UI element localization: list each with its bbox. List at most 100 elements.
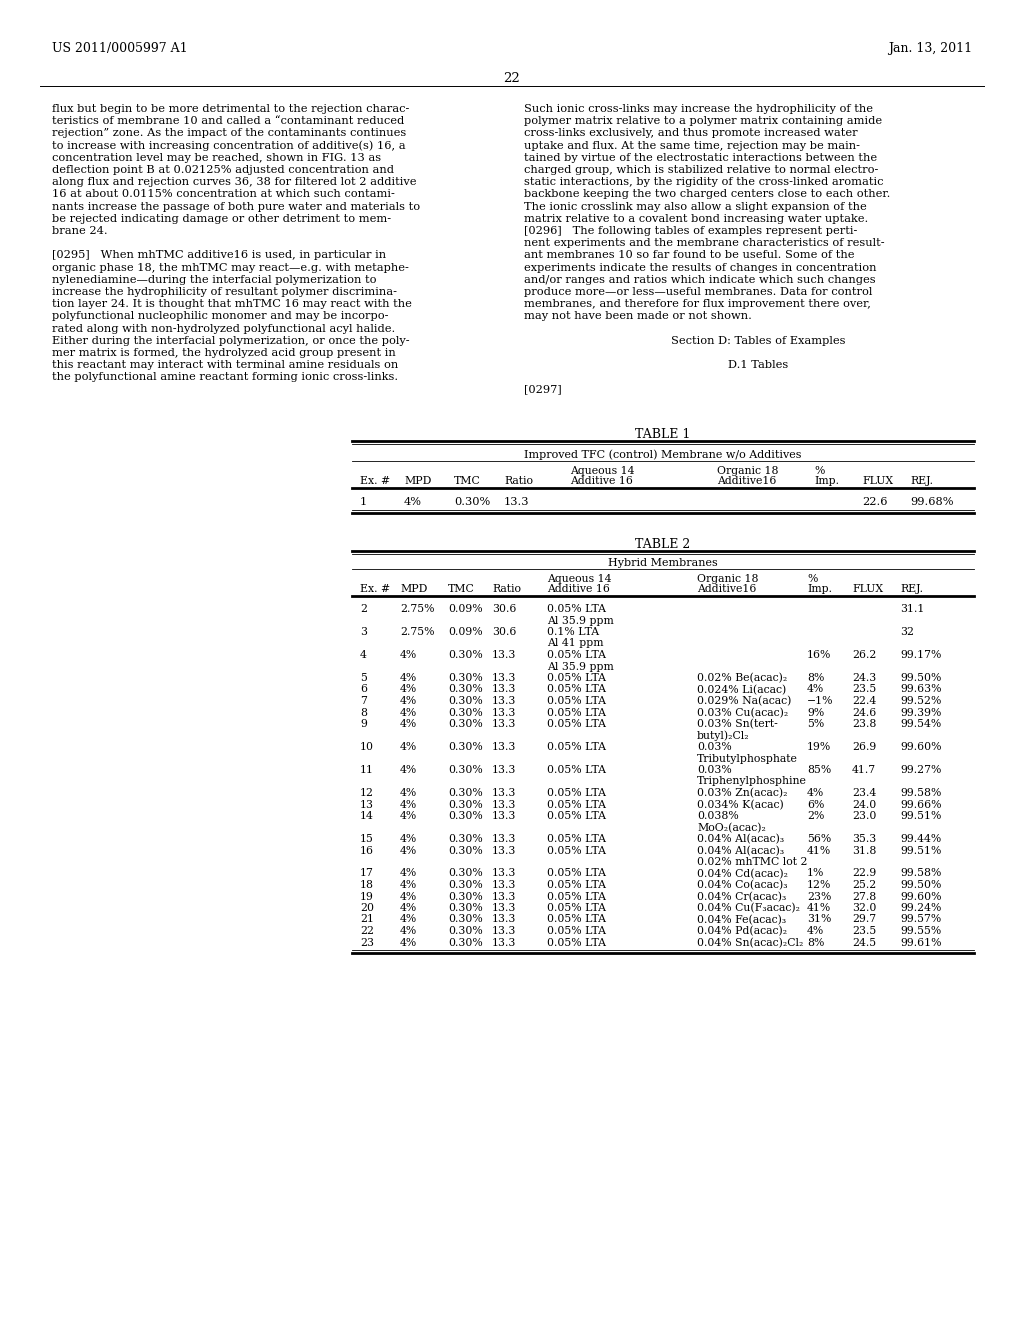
Text: Either during the interfacial polymerization, or once the poly-: Either during the interfacial polymeriza… bbox=[52, 335, 410, 346]
Text: 4%: 4% bbox=[400, 719, 417, 729]
Text: 4%: 4% bbox=[404, 498, 422, 507]
Text: 24.6: 24.6 bbox=[852, 708, 877, 718]
Text: 5: 5 bbox=[360, 673, 367, 682]
Text: 8%: 8% bbox=[807, 673, 824, 682]
Text: 0.05% LTA: 0.05% LTA bbox=[547, 766, 606, 775]
Text: matrix relative to a covalent bond increasing water uptake.: matrix relative to a covalent bond incre… bbox=[524, 214, 868, 224]
Text: 0.30%: 0.30% bbox=[449, 685, 482, 694]
Text: 35.3: 35.3 bbox=[852, 834, 877, 843]
Text: 99.60%: 99.60% bbox=[900, 891, 941, 902]
Text: 0.029% Na(acac): 0.029% Na(acac) bbox=[697, 696, 792, 706]
Text: and/or ranges and ratios which indicate which such changes: and/or ranges and ratios which indicate … bbox=[524, 275, 876, 285]
Text: 99.63%: 99.63% bbox=[900, 685, 941, 694]
Text: 13.3: 13.3 bbox=[492, 742, 516, 752]
Text: 13.3: 13.3 bbox=[492, 673, 516, 682]
Text: Imp.: Imp. bbox=[807, 583, 831, 594]
Text: 29.7: 29.7 bbox=[852, 915, 877, 924]
Text: 41.7: 41.7 bbox=[852, 766, 877, 775]
Text: 4%: 4% bbox=[400, 708, 417, 718]
Text: 26.2: 26.2 bbox=[852, 649, 877, 660]
Text: Al 35.9 ppm: Al 35.9 ppm bbox=[547, 615, 613, 626]
Text: [0295]   When mhTMC additive16 is used, in particular in: [0295] When mhTMC additive16 is used, in… bbox=[52, 251, 386, 260]
Text: 0.30%: 0.30% bbox=[454, 498, 490, 507]
Text: 99.58%: 99.58% bbox=[900, 869, 941, 879]
Text: concentration level may be reached, shown in FIG. 13 as: concentration level may be reached, show… bbox=[52, 153, 381, 162]
Text: 13.3: 13.3 bbox=[492, 696, 516, 706]
Text: Additive 16: Additive 16 bbox=[547, 583, 610, 594]
Text: nants increase the passage of both pure water and materials to: nants increase the passage of both pure … bbox=[52, 202, 420, 211]
Text: 0.04% Cu(F₃acac)₂: 0.04% Cu(F₃acac)₂ bbox=[697, 903, 800, 913]
Text: 0.05% LTA: 0.05% LTA bbox=[547, 810, 606, 821]
Text: 0.05% LTA: 0.05% LTA bbox=[547, 696, 606, 706]
Text: 85%: 85% bbox=[807, 766, 831, 775]
Text: 0.30%: 0.30% bbox=[449, 719, 482, 729]
Text: 0.09%: 0.09% bbox=[449, 627, 482, 638]
Text: MPD: MPD bbox=[404, 477, 431, 486]
Text: 23: 23 bbox=[360, 937, 374, 948]
Text: 41%: 41% bbox=[807, 846, 831, 855]
Text: REJ.: REJ. bbox=[900, 583, 923, 594]
Text: 99.57%: 99.57% bbox=[900, 915, 941, 924]
Text: 24.5: 24.5 bbox=[852, 937, 877, 948]
Text: Ex. #: Ex. # bbox=[360, 477, 390, 486]
Text: 4%: 4% bbox=[400, 800, 417, 809]
Text: 99.50%: 99.50% bbox=[900, 880, 941, 890]
Text: 12%: 12% bbox=[807, 880, 831, 890]
Text: %: % bbox=[814, 466, 824, 477]
Text: 4%: 4% bbox=[400, 788, 417, 799]
Text: 0.30%: 0.30% bbox=[449, 891, 482, 902]
Text: 13.3: 13.3 bbox=[492, 915, 516, 924]
Text: 13.3: 13.3 bbox=[492, 788, 516, 799]
Text: 99.24%: 99.24% bbox=[900, 903, 941, 913]
Text: 23.5: 23.5 bbox=[852, 927, 877, 936]
Text: 17: 17 bbox=[360, 869, 374, 879]
Text: 4%: 4% bbox=[807, 788, 824, 799]
Text: 0.05% LTA: 0.05% LTA bbox=[547, 719, 606, 729]
Text: Aqueous 14: Aqueous 14 bbox=[570, 466, 635, 477]
Text: 99.44%: 99.44% bbox=[900, 834, 941, 843]
Text: deflection point B at 0.02125% adjusted concentration and: deflection point B at 0.02125% adjusted … bbox=[52, 165, 394, 176]
Text: 0.30%: 0.30% bbox=[449, 903, 482, 913]
Text: Organic 18: Organic 18 bbox=[697, 574, 759, 583]
Text: 0.03%: 0.03% bbox=[697, 766, 732, 775]
Text: 13.3: 13.3 bbox=[492, 766, 516, 775]
Text: Such ionic cross-links may increase the hydrophilicity of the: Such ionic cross-links may increase the … bbox=[524, 104, 873, 114]
Text: 0.04% Co(acac)₃: 0.04% Co(acac)₃ bbox=[697, 880, 787, 890]
Text: TMC: TMC bbox=[449, 583, 475, 594]
Text: teristics of membrane 10 and called a “contaminant reduced: teristics of membrane 10 and called a “c… bbox=[52, 116, 404, 127]
Text: Improved TFC (control) Membrane w/o Additives: Improved TFC (control) Membrane w/o Addi… bbox=[524, 449, 802, 459]
Text: 22: 22 bbox=[504, 73, 520, 84]
Text: MPD: MPD bbox=[400, 583, 427, 594]
Text: the polyfunctional amine reactant forming ionic cross-links.: the polyfunctional amine reactant formin… bbox=[52, 372, 398, 383]
Text: −1%: −1% bbox=[807, 696, 834, 706]
Text: 13.3: 13.3 bbox=[504, 498, 529, 507]
Text: 0.05% LTA: 0.05% LTA bbox=[547, 742, 606, 752]
Text: this reactant may interact with terminal amine residuals on: this reactant may interact with terminal… bbox=[52, 360, 398, 370]
Text: polymer matrix relative to a polymer matrix containing amide: polymer matrix relative to a polymer mat… bbox=[524, 116, 882, 127]
Text: polyfunctional nucleophilic monomer and may be incorpo-: polyfunctional nucleophilic monomer and … bbox=[52, 312, 388, 321]
Text: 13.3: 13.3 bbox=[492, 869, 516, 879]
Text: 18: 18 bbox=[360, 880, 374, 890]
Text: 0.04% Al(acac)₃: 0.04% Al(acac)₃ bbox=[697, 846, 784, 855]
Text: Triphenylphosphine: Triphenylphosphine bbox=[697, 776, 807, 787]
Text: 0.05% LTA: 0.05% LTA bbox=[547, 708, 606, 718]
Text: 13.3: 13.3 bbox=[492, 880, 516, 890]
Text: 0.05% LTA: 0.05% LTA bbox=[547, 649, 606, 660]
Text: 19%: 19% bbox=[807, 742, 831, 752]
Text: 0.1% LTA: 0.1% LTA bbox=[547, 627, 599, 638]
Text: 13.3: 13.3 bbox=[492, 927, 516, 936]
Text: 13.3: 13.3 bbox=[492, 685, 516, 694]
Text: 0.02% mhTMC lot 2: 0.02% mhTMC lot 2 bbox=[697, 857, 808, 867]
Text: 0.05% LTA: 0.05% LTA bbox=[547, 891, 606, 902]
Text: 0.03% Cu(acac)₂: 0.03% Cu(acac)₂ bbox=[697, 708, 788, 718]
Text: 0.02% Be(acac)₂: 0.02% Be(acac)₂ bbox=[697, 673, 787, 684]
Text: 0.30%: 0.30% bbox=[449, 649, 482, 660]
Text: 27.8: 27.8 bbox=[852, 891, 877, 902]
Text: 0.30%: 0.30% bbox=[449, 915, 482, 924]
Text: 6%: 6% bbox=[807, 800, 824, 809]
Text: 99.27%: 99.27% bbox=[900, 766, 941, 775]
Text: 22.6: 22.6 bbox=[862, 498, 888, 507]
Text: 99.55%: 99.55% bbox=[900, 927, 941, 936]
Text: 0.05% LTA: 0.05% LTA bbox=[547, 927, 606, 936]
Text: US 2011/0005997 A1: US 2011/0005997 A1 bbox=[52, 42, 187, 55]
